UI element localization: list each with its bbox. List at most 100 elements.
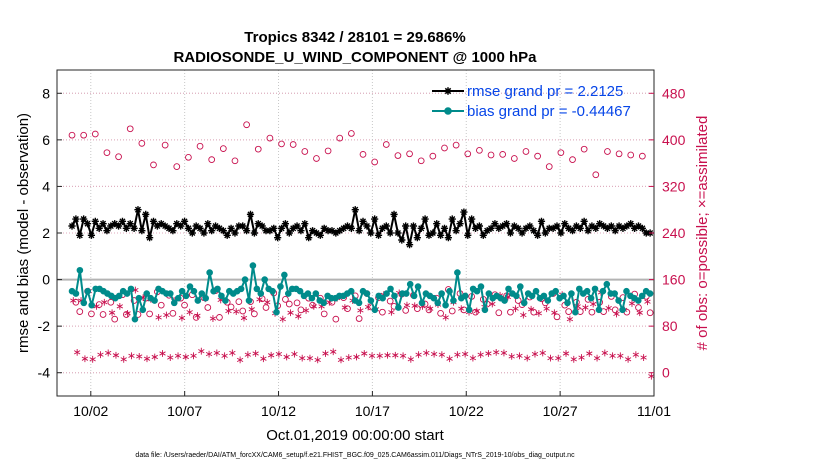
y-right-tick-label: 0 xyxy=(662,365,670,381)
rmse-marker xyxy=(285,229,293,237)
bias-marker xyxy=(446,287,453,295)
rmse-marker xyxy=(561,220,569,228)
rmse-marker xyxy=(355,227,363,235)
bias-marker xyxy=(638,292,646,300)
rmse-marker xyxy=(378,224,387,232)
obs-assimilated-marker xyxy=(399,352,407,360)
obs-assimilated-marker xyxy=(500,349,508,357)
bias-marker xyxy=(257,290,265,297)
bias-marker xyxy=(532,287,540,295)
bias-marker xyxy=(363,290,371,297)
rmse-marker xyxy=(390,210,398,218)
bias-marker xyxy=(402,290,410,297)
rmse-marker xyxy=(305,234,313,242)
rmse-marker xyxy=(211,222,220,230)
obs-assimilated-marker xyxy=(287,309,294,317)
legend-bias-label: bias grand pr = -0.44467 xyxy=(467,103,631,120)
obs-assimilated-marker xyxy=(539,349,546,357)
obs-possible-marker xyxy=(324,147,332,155)
obs-possible-marker xyxy=(169,309,177,317)
obs-possible-marker xyxy=(99,311,107,318)
obs-assimilated-marker xyxy=(322,350,329,357)
rmse-marker xyxy=(386,229,394,237)
bias-marker xyxy=(564,299,571,307)
rmse-marker xyxy=(192,222,200,230)
rmse-marker xyxy=(289,224,297,232)
obs-possible-marker xyxy=(254,145,262,153)
bias-marker xyxy=(76,266,84,274)
rmse-marker xyxy=(634,222,643,230)
rmse-marker xyxy=(266,227,274,235)
y-axis-right-label: # of obs: o=possible; ×=assimilated xyxy=(694,116,711,351)
obs-assimilated-marker xyxy=(512,305,519,313)
bias-marker xyxy=(170,299,178,307)
obs-possible-marker xyxy=(91,130,99,138)
rmse-marker xyxy=(599,222,608,230)
obs-possible-marker xyxy=(216,314,223,321)
obs-possible-marker xyxy=(161,141,169,149)
bias-marker xyxy=(237,285,245,293)
obs-possible-marker xyxy=(588,308,596,316)
obs-possible-marker xyxy=(592,171,600,179)
rmse-marker xyxy=(491,220,499,228)
bias-marker xyxy=(131,315,139,323)
obs-possible-marker xyxy=(282,296,289,303)
obs-assimilated-marker xyxy=(248,305,255,313)
rmse-marker xyxy=(615,222,623,230)
rmse-marker xyxy=(499,222,507,230)
obs-possible-marker xyxy=(406,150,413,158)
obs-possible-marker xyxy=(146,310,153,318)
bias-marker xyxy=(520,299,528,307)
obs-assimilated-marker xyxy=(590,300,597,308)
legend-rmse-label: rmse grand pr = 2.2125 xyxy=(467,83,623,100)
rmse-marker xyxy=(243,227,251,235)
obs-assimilated-marker xyxy=(70,297,77,304)
obs-assimilated-marker xyxy=(423,349,430,357)
rmse-marker xyxy=(99,220,107,228)
bias-marker xyxy=(84,287,92,295)
obs-possible-marker xyxy=(76,308,84,315)
obs-assimilated-marker xyxy=(306,354,314,362)
obs-possible-marker xyxy=(545,163,553,170)
bias-marker xyxy=(371,306,379,314)
obs-assimilated-marker xyxy=(225,307,232,315)
obs-possible-marker xyxy=(448,307,456,315)
bias-marker xyxy=(284,290,292,297)
bias-marker xyxy=(218,292,225,300)
rmse-marker xyxy=(487,224,495,232)
obs-possible-marker xyxy=(235,298,243,306)
bias-marker xyxy=(591,285,599,293)
rmse-marker xyxy=(433,220,441,228)
rmse-marker xyxy=(429,229,437,237)
obs-assimilated-marker xyxy=(442,314,449,321)
obs-assimilated-marker xyxy=(302,307,310,314)
rmse-marker xyxy=(246,210,255,218)
obs-possible-marker xyxy=(239,307,247,315)
rmse-marker xyxy=(231,229,239,237)
obs-assimilated-marker xyxy=(120,355,127,363)
obs-possible-marker xyxy=(615,150,623,158)
obs-assimilated-marker xyxy=(531,350,539,358)
obs-assimilated-marker xyxy=(337,356,345,364)
bias-marker xyxy=(575,285,583,293)
bias-marker xyxy=(461,292,469,300)
obs-assimilated-marker xyxy=(392,351,399,359)
obs-possible-marker xyxy=(107,298,115,306)
obs-assimilated-marker xyxy=(477,351,484,359)
bias-marker xyxy=(190,287,198,295)
obs-assimilated-marker xyxy=(159,350,166,357)
obs-assimilated-marker xyxy=(124,309,131,317)
rmse-marker xyxy=(200,229,208,237)
bias-marker xyxy=(123,290,131,297)
y-right-tick-label: 80 xyxy=(662,318,678,334)
chart-subtitle: RADIOSONDE_U_WIND_COMPONENT @ 1000 hPa xyxy=(173,49,537,66)
obs-possible-marker xyxy=(437,309,444,317)
obs-possible-marker xyxy=(348,130,355,137)
rmse-marker xyxy=(107,222,115,230)
obs-assimilated-marker xyxy=(275,350,283,358)
rmse-marker xyxy=(312,229,321,237)
obs-possible-marker xyxy=(382,141,390,148)
bias-marker xyxy=(587,294,595,302)
bias-marker xyxy=(367,297,375,304)
